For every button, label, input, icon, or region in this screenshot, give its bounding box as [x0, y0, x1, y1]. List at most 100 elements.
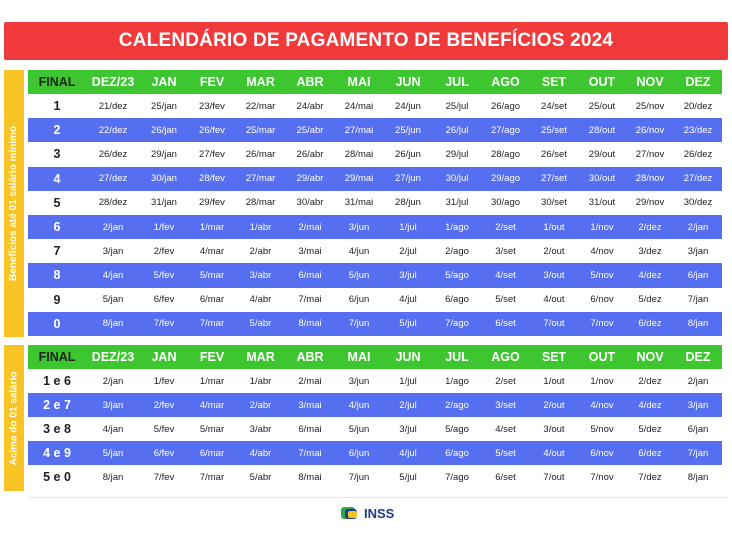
- column-header: JUL: [433, 345, 481, 369]
- payment-date-cell: 28/jun: [395, 197, 421, 209]
- payment-date-cell: 1/jul: [399, 375, 417, 387]
- payment-date-cell: 2/jul: [383, 393, 433, 417]
- column-header: JAN: [140, 70, 188, 94]
- table-row: 4 e 9 5/jan 6/fev 6/mar 4/abr 7/mai 6/jun 4/jul…: [28, 441, 722, 465]
- column-header: DEZ/23: [86, 345, 140, 369]
- final-digit-cell: 8: [28, 263, 86, 288]
- payment-date-cell: 6/nov: [578, 441, 626, 465]
- payment-date-cell: 1/out: [530, 214, 578, 240]
- payment-date-cell: 2/dez: [638, 375, 662, 387]
- payment-date-cell: 27/dez: [86, 166, 140, 191]
- payment-date-cell: 7/nov: [578, 311, 626, 336]
- footer-divider: [28, 497, 728, 498]
- column-header: NOV: [626, 70, 674, 94]
- payment-date-cell: 3/mai: [285, 393, 335, 417]
- payment-date-cell: 2/jan: [687, 375, 709, 387]
- payment-date-cell: 2/set: [481, 214, 530, 240]
- section-minimum-wage: Benefícios até 01 salário mínimo FINAL DE…: [4, 70, 728, 337]
- payment-date-cell: 2/mai: [298, 375, 322, 387]
- payment-date-cell: 31/jan: [151, 197, 177, 209]
- payment-date-cell: 4/jun: [348, 245, 370, 257]
- payment-date-cell: 24/mai: [344, 100, 374, 112]
- payment-date-cell: 5/jan: [102, 294, 124, 306]
- payment-date-cell: 27/set: [530, 166, 578, 191]
- payment-date-cell: 20/dez: [683, 100, 713, 112]
- payment-date-cell: 3/out: [530, 263, 578, 288]
- calendar-table-minimum-wage: FINAL DEZ/23 JAN FEV MAR ABR MAI JUN JUL AGO SET OU…: [28, 70, 722, 336]
- payment-date-cell: 7/mai: [285, 441, 335, 465]
- payment-date-cell: 24/abr: [296, 100, 324, 112]
- payment-date-cell: 3/abr: [236, 263, 285, 288]
- payment-date-cell: 1/jul: [383, 214, 433, 240]
- final-digit-cell: 4: [28, 166, 86, 191]
- payment-date-cell: 6/jan: [674, 263, 722, 288]
- payment-date-cell: 4/out: [530, 441, 578, 465]
- table-row: 4 27/dez 30/jan 28/fev 27/mar 29/abr 29/mai 27/…: [28, 166, 722, 191]
- calendar-table-above-minimum: FINAL DEZ/23 JAN FEV MAR ABR MAI JUN JUL AGO SET OU…: [28, 345, 722, 489]
- payment-date-cell: 5/nov: [578, 263, 626, 288]
- column-header: ABR: [285, 70, 335, 94]
- payment-date-cell: 7/dez: [638, 471, 662, 483]
- payment-date-cell: 26/fev: [188, 118, 236, 143]
- payment-date-cell: 1/mar: [199, 375, 225, 387]
- payment-date-cell: 22/dez: [86, 118, 140, 143]
- payment-date-cell: 6/fev: [140, 441, 188, 465]
- column-header: FEV: [188, 70, 236, 94]
- payment-date-cell: 8/jan: [86, 311, 140, 336]
- payment-date-cell: 29/nov: [635, 197, 665, 209]
- table-row: 1 e 6 2/jan 1/fev 1/mar 1/abr 2/mai 3/jun 1/jul…: [28, 369, 722, 393]
- table-header-row: FINAL DEZ/23 JAN FEV MAR ABR MAI JUN JUL AGO SET OU…: [28, 345, 722, 369]
- column-header: DEZ/23: [86, 70, 140, 94]
- table-row: 6 2/jan 1/fev 1/mar 1/abr 2/mai 3/jun 1/jul 1/ag…: [28, 214, 722, 240]
- payment-date-cell: 3/set: [481, 393, 530, 417]
- payment-date-cell: 29/ago: [481, 166, 530, 191]
- payment-date-cell: 7/jan: [687, 294, 709, 306]
- column-header: OUT: [578, 345, 626, 369]
- payment-date-cell: 26/jun: [395, 148, 421, 160]
- table-header-row: FINAL DEZ/23 JAN FEV MAR ABR MAI JUN JUL AGO SET OU…: [28, 70, 722, 94]
- column-header: JUN: [383, 70, 433, 94]
- payment-date-cell: 5/mar: [199, 423, 225, 435]
- payment-date-cell: 28/ago: [490, 148, 521, 160]
- payment-date-cell: 3/jul: [383, 263, 433, 288]
- payment-date-cell: 26/dez: [683, 148, 713, 160]
- payment-date-cell: 6/jun: [348, 294, 370, 306]
- payment-date-cell: 2/abr: [249, 245, 272, 257]
- payment-date-cell: 7/mar: [199, 471, 225, 483]
- payment-date-cell: 27/mar: [236, 166, 285, 191]
- payment-date-cell: 28/mar: [245, 197, 276, 209]
- payment-date-cell: 1/nov: [578, 214, 626, 240]
- payment-date-cell: 28/mai: [344, 148, 374, 160]
- payment-date-cell: 5/jun: [335, 263, 383, 288]
- column-header: DEZ: [674, 345, 722, 369]
- column-header: FEV: [188, 345, 236, 369]
- payment-date-cell: 27/dez: [674, 166, 722, 191]
- column-header: ABR: [285, 345, 335, 369]
- payment-date-cell: 28/nov: [626, 166, 674, 191]
- payment-date-cell: 29/jan: [151, 148, 177, 160]
- payment-date-cell: 6/mar: [188, 441, 236, 465]
- payment-date-cell: 4/jun: [335, 393, 383, 417]
- payment-date-cell: 5/abr: [236, 311, 285, 336]
- column-header: JAN: [140, 345, 188, 369]
- payment-date-cell: 4/mar: [199, 245, 225, 257]
- column-header: NOV: [626, 345, 674, 369]
- table-row: 2 e 7 3/jan 2/fev 4/mar 2/abr 3/mai 4/jun 2/jul…: [28, 393, 722, 417]
- payment-date-cell: 6/jan: [687, 423, 709, 435]
- payment-date-cell: 1/ago: [445, 375, 469, 387]
- final-digit-cell: 7: [53, 244, 61, 259]
- final-digit-cell: 0: [28, 311, 86, 336]
- table-row: 8 4/jan 5/fev 5/mar 3/abr 6/mai 5/jun 3/jul 5/ag…: [28, 263, 722, 288]
- payment-date-cell: 4/jan: [102, 423, 124, 435]
- payment-date-cell: 23/fev: [199, 100, 225, 112]
- table-row: 0 8/jan 7/fev 7/mar 5/abr 8/mai 7/jun 5/jul 7/ag…: [28, 311, 722, 336]
- payment-date-cell: 8/mai: [285, 311, 335, 336]
- payment-date-cell: 7/out: [543, 471, 565, 483]
- payment-date-cell: 25/jun: [383, 118, 433, 143]
- payment-date-cell: 4/nov: [590, 245, 614, 257]
- payment-date-cell: 1/ago: [433, 214, 481, 240]
- payment-date-cell: 5/jul: [383, 311, 433, 336]
- section-above-minimum-wage: Acima do 01 salário FINAL DEZ/23 JAN FEV MAR…: [4, 345, 728, 491]
- column-header: JUN: [383, 345, 433, 369]
- payment-date-cell: 29/mai: [335, 166, 383, 191]
